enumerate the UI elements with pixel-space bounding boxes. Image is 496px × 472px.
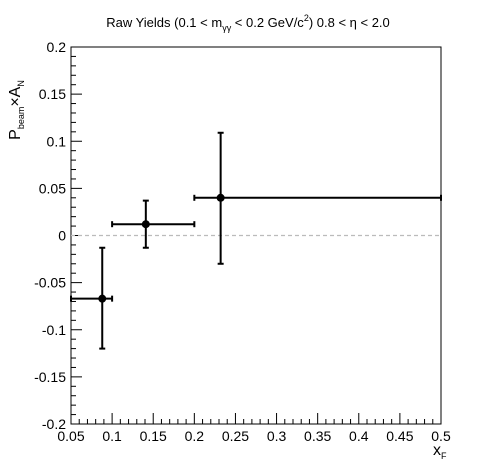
y-tick-label: -0.15	[34, 369, 66, 385]
x-tick-label: 0.3	[267, 428, 287, 444]
x-tick-label: 0.4	[349, 428, 369, 444]
point-marker	[98, 294, 107, 303]
y-tick-label: 0.05	[39, 180, 66, 196]
point-marker	[141, 220, 150, 229]
x-tick-label: 0.1	[102, 428, 122, 444]
y-axis-label-part-2: ×A	[7, 86, 24, 106]
data-points	[70, 131, 442, 350]
chart-title-subscript: γγ	[222, 23, 232, 33]
x-tick-label: 0.05	[57, 428, 84, 444]
x-axis-label: xF	[433, 442, 447, 461]
y-axis-label-subscript-1: beam	[16, 107, 26, 130]
data-point	[193, 131, 442, 265]
x-tick-label: 0.35	[304, 428, 331, 444]
y-tick-label: -0.2	[42, 416, 66, 432]
point-marker	[216, 193, 225, 202]
tick-labels: 0.05 0.1 0.15 0.2 0.25 0.3 0.35 0.4 0.45 0.5 -0.2 -…	[34, 39, 451, 444]
chart-title-part-1: Raw Yields (0.1 < m	[106, 15, 222, 30]
x-axis-label-main: x	[433, 442, 441, 459]
chart-title-superscript: 2	[304, 13, 309, 23]
y-tick-label: 0.2	[47, 39, 67, 55]
y-tick-label: -0.1	[42, 322, 66, 338]
axis-ticks	[70, 46, 442, 425]
chart-title: Raw Yields (0.1 < mγγ < 0.2 GeV/c2) 0.8 …	[106, 13, 390, 33]
chart-title-part-3: ) 0.8 < η < 2.0	[309, 15, 390, 30]
y-axis-label: Pbeam×AN	[7, 80, 26, 140]
y-tick-label: 0	[58, 228, 66, 244]
data-point	[70, 246, 114, 350]
y-axis-label-subscript-2: N	[16, 80, 26, 87]
x-axis-label-subscript: F	[441, 451, 447, 461]
y-axis-label-part-1: P	[7, 129, 24, 140]
y-tick-label: -0.05	[34, 275, 66, 291]
y-tick-label: 0.1	[47, 133, 67, 149]
x-tick-label: 0.45	[386, 428, 413, 444]
x-tick-label: 0.5	[431, 428, 451, 444]
x-tick-label: 0.15	[140, 428, 167, 444]
y-tick-label: 0.15	[39, 86, 66, 102]
data-point	[111, 199, 196, 249]
chart-title-part-2: < 0.2 GeV/c	[231, 15, 304, 30]
x-tick-label: 0.2	[185, 428, 205, 444]
x-tick-label: 0.25	[222, 428, 249, 444]
